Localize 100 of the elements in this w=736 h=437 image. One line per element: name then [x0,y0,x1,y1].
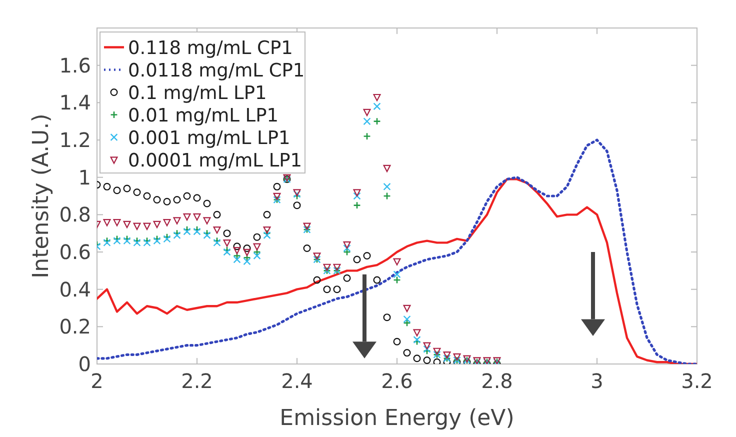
point [233,247,241,254]
point [343,244,351,252]
point [403,319,411,327]
point [363,132,371,140]
point [243,244,251,252]
legend-label: 0.01 mg/mL LP1 [128,105,279,126]
y-axis-title: Intensity (A.U.) [29,114,54,278]
point [413,329,421,336]
line-series [97,178,697,364]
point [403,304,411,312]
point [183,192,191,200]
y-tick-label: 0.2 [59,314,91,339]
point [123,220,131,228]
point [393,338,401,346]
point [383,164,391,172]
point [193,213,201,221]
point [133,188,141,196]
x-tick-label: 2.8 [481,369,513,393]
point [293,202,301,210]
point [173,217,181,224]
y-tick-label: 1.4 [59,90,91,115]
point [333,264,341,272]
point [163,219,171,226]
point [273,182,281,190]
legend-label: 0.001 mg/mL LP1 [128,128,290,149]
point [323,286,331,294]
point [263,210,271,218]
legend-label: 0.118 mg/mL CP1 [128,38,293,59]
y-tick-label: 1 [78,165,91,190]
point [373,117,381,126]
point [253,233,261,241]
y-tick-label: 0 [78,352,91,376]
point [393,276,401,284]
x-tick-label: 2.4 [281,369,313,393]
point [153,196,161,204]
y-tick-label: 1.6 [59,53,91,78]
legend-label: 0.1 mg/mL LP1 [128,82,267,104]
point [253,252,261,260]
point [203,200,211,208]
point [103,219,111,226]
point [313,252,321,260]
legend-label: 0.0001 mg/mL LP1 [128,150,302,172]
point [363,118,371,126]
x-axis-title: Emission Energy (eV) [280,406,514,431]
point [323,264,331,272]
point [403,349,411,357]
point [393,270,401,278]
point [143,192,151,200]
point [133,222,141,230]
point [353,189,361,196]
point [353,256,361,264]
point [353,201,361,210]
point [373,276,381,284]
x-tick-label: 2 [90,369,104,393]
point [393,258,401,266]
point [223,230,231,238]
point [373,102,381,110]
point [313,276,321,284]
y-tick-label: 1.2 [59,128,91,152]
legend-label: 0.0118 mg/mL CP1 [128,60,305,82]
point [423,356,431,364]
y-tick-label: 0.4 [59,277,91,302]
point [203,217,211,224]
y-tick-label: 0.8 [59,202,91,227]
point [423,342,431,350]
point [253,243,261,250]
point [443,352,451,359]
point [273,192,281,200]
x-tick-label: 3.2 [681,369,713,393]
point [233,242,241,250]
point [363,252,371,260]
point [413,354,421,362]
point [363,108,371,116]
point [333,286,341,294]
point [303,222,311,230]
point [113,186,121,194]
point [433,348,441,356]
point [213,210,221,218]
point [263,226,271,234]
point [383,182,391,190]
point [383,192,391,200]
point [103,182,111,190]
point [373,94,381,102]
point [193,194,201,202]
x-tick-label: 2.2 [181,369,213,393]
point [113,219,121,226]
point [353,192,361,200]
x-tick-label: 3 [590,369,604,393]
point [183,213,191,221]
point [213,226,221,234]
point [243,254,251,262]
point [233,256,241,264]
point [403,315,411,323]
y-tick-label: 0.6 [59,240,91,264]
point [143,222,151,230]
point [243,258,251,266]
point [453,353,461,361]
point [243,248,251,256]
x-tick-label: 2.6 [381,369,413,393]
point [303,244,311,252]
